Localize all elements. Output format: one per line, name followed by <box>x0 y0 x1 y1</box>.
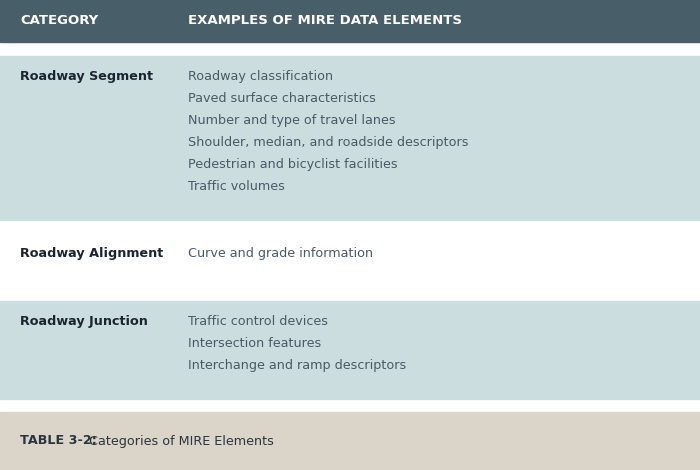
Text: Paved surface characteristics: Paved surface characteristics <box>188 92 376 105</box>
Bar <box>0 55 700 219</box>
Text: Shoulder, median, and roadside descriptors: Shoulder, median, and roadside descripto… <box>188 136 468 149</box>
Text: Interchange and ramp descriptors: Interchange and ramp descriptors <box>188 359 406 372</box>
Text: Intersection features: Intersection features <box>188 337 321 350</box>
Text: Roadway Junction: Roadway Junction <box>20 315 148 328</box>
Bar <box>0 0 700 42</box>
Text: Pedestrian and bicyclist facilities: Pedestrian and bicyclist facilities <box>188 158 398 171</box>
Text: Curve and grade information: Curve and grade information <box>188 247 373 260</box>
Text: Roadway Segment: Roadway Segment <box>20 70 153 83</box>
Bar <box>0 412 700 470</box>
Text: Number and type of travel lanes: Number and type of travel lanes <box>188 114 396 127</box>
Text: Roadway classification: Roadway classification <box>188 70 333 83</box>
Text: Traffic control devices: Traffic control devices <box>188 315 328 328</box>
Text: EXAMPLES OF MIRE DATA ELEMENTS: EXAMPLES OF MIRE DATA ELEMENTS <box>188 15 462 28</box>
Bar <box>0 300 700 399</box>
Text: TABLE 3-2:: TABLE 3-2: <box>20 434 97 447</box>
Text: CATEGORY: CATEGORY <box>20 15 98 28</box>
Text: Categories of MIRE Elements: Categories of MIRE Elements <box>85 434 274 447</box>
Bar <box>0 233 700 287</box>
Text: Traffic volumes: Traffic volumes <box>188 180 285 193</box>
Text: Roadway Alignment: Roadway Alignment <box>20 247 163 260</box>
